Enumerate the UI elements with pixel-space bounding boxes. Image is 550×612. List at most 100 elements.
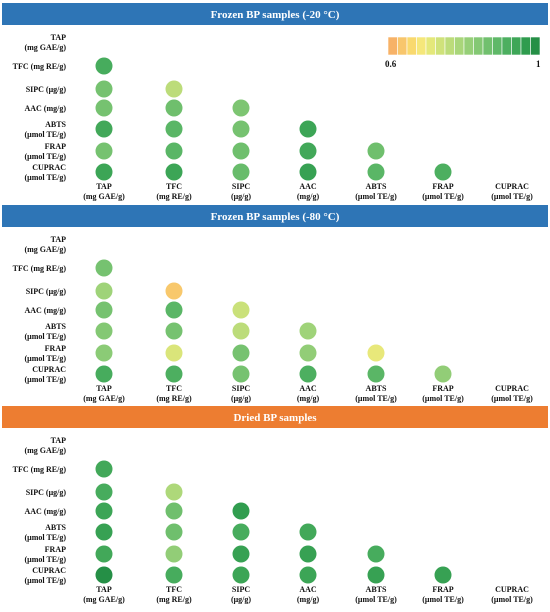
column-label: ABTS (μmol TE/g): [355, 585, 397, 604]
correlation-cell: [434, 566, 452, 584]
color-scale-max-label: 1: [536, 59, 541, 69]
row-label: CUPRAC (μmol TE/g): [25, 566, 67, 585]
correlation-cell: [232, 142, 250, 160]
column-label: SIPC (μg/g): [231, 182, 251, 201]
column-label-line: TAP: [96, 585, 112, 594]
correlation-cell: [95, 163, 113, 181]
column-label-line: (μg/g): [231, 394, 251, 403]
correlation-cell: [165, 344, 183, 362]
column-label: FRAP (μmol TE/g): [422, 384, 464, 403]
correlation-cell: [165, 365, 183, 383]
column-label: ABTS (μmol TE/g): [355, 182, 397, 201]
row-label-line: (μmol TE/g): [25, 533, 67, 542]
row-label: TFC (mg RE/g): [13, 62, 67, 71]
row-label: ABTS (μmol TE/g): [25, 322, 67, 341]
column-label-line: TAP: [96, 182, 112, 191]
column-label-line: TFC: [166, 182, 182, 191]
row-label: AAC (mg/g): [24, 104, 66, 113]
column-label-line: SIPC: [232, 384, 250, 393]
color-scale-swatch: [425, 36, 436, 56]
correlation-cell: [165, 566, 183, 584]
correlation-cell: [95, 322, 113, 340]
correlation-cell: [165, 142, 183, 160]
column-label-line: SIPC: [232, 182, 250, 191]
row-label: TFC (mg RE/g): [13, 465, 67, 474]
correlation-cell: [165, 80, 183, 98]
column-label-line: (μmol TE/g): [422, 394, 464, 403]
correlation-cell: [232, 344, 250, 362]
column-label-line: TFC: [166, 585, 182, 594]
row-label-line: (mg GAE/g): [24, 446, 66, 455]
correlation-cell: [95, 142, 113, 160]
correlation-cell: [367, 142, 385, 160]
correlation-cell: [95, 566, 113, 584]
color-scale-min-label: 0.6: [385, 59, 397, 69]
color-scale-legend: 0.6 1: [385, 36, 541, 69]
correlation-cell: [165, 322, 183, 340]
correlation-cell: [367, 566, 385, 584]
correlation-cell: [367, 344, 385, 362]
correlation-cell: [95, 523, 113, 541]
row-label: SIPC (μg/g): [26, 488, 67, 497]
column-label-line: (μmol TE/g): [422, 192, 464, 201]
correlation-cell: [434, 163, 452, 181]
row-label-line: (mg GAE/g): [24, 43, 66, 52]
row-label: SIPC (μg/g): [26, 85, 67, 94]
row-label-line: (μmol TE/g): [25, 130, 67, 139]
correlation-cell: [165, 99, 183, 117]
row-label: CUPRAC (μmol TE/g): [25, 365, 67, 384]
correlation-cell: [232, 523, 250, 541]
panel-title: Frozen BP samples (-80 °C): [211, 211, 340, 223]
column-label-line: (mg/g): [297, 394, 320, 403]
row-label-line: ABTS: [45, 120, 66, 129]
row-label-line: TAP: [51, 436, 67, 445]
panel-1: Frozen BP samples (-20 °C)TAP (mg GAE/g)T…: [2, 3, 548, 201]
row-label-line: TAP: [51, 33, 67, 42]
correlation-cell: [299, 365, 317, 383]
column-label-line: (μmol TE/g): [491, 595, 533, 604]
column-label: FRAP (μmol TE/g): [422, 182, 464, 201]
column-label: SIPC (μg/g): [231, 585, 251, 604]
correlation-cell: [165, 523, 183, 541]
correlation-cell: [232, 566, 250, 584]
column-label-line: (mg RE/g): [156, 394, 192, 403]
correlation-cell: [165, 120, 183, 138]
correlation-cell: [232, 163, 250, 181]
row-label-line: CUPRAC: [32, 566, 66, 575]
correlation-cell: [299, 545, 317, 563]
row-label: FRAP (μmol TE/g): [25, 344, 67, 363]
column-label-line: (μg/g): [231, 192, 251, 201]
color-scale-swatch: [492, 36, 503, 56]
row-label-line: (μmol TE/g): [25, 555, 67, 564]
correlation-cell: [165, 483, 183, 501]
column-label-line: AAC: [299, 585, 317, 594]
column-label-line: (μmol TE/g): [491, 192, 533, 201]
row-label: FRAP (μmol TE/g): [25, 142, 67, 161]
column-label: FRAP (μmol TE/g): [422, 585, 464, 604]
column-label-line: (μmol TE/g): [355, 595, 397, 604]
row-label-line: FRAP: [45, 545, 66, 554]
row-label-line: (μmol TE/g): [25, 354, 67, 363]
panel-banner: [2, 3, 548, 25]
correlation-cell: [165, 282, 183, 300]
column-label-line: FRAP: [432, 384, 453, 393]
color-scale-swatch: [444, 36, 455, 56]
correlation-cell: [299, 322, 317, 340]
column-label-line: FRAP: [432, 585, 453, 594]
column-label-line: FRAP: [432, 182, 453, 191]
column-label-line: (μmol TE/g): [355, 394, 397, 403]
correlation-cell: [165, 545, 183, 563]
color-scale-swatch: [406, 36, 417, 56]
panel-title: Dried BP samples: [233, 412, 317, 424]
correlation-cell: [232, 545, 250, 563]
column-label: AAC (mg/g): [297, 384, 320, 403]
correlation-cell: [165, 163, 183, 181]
column-label: TFC (mg RE/g): [156, 182, 192, 201]
correlation-cell: [299, 120, 317, 138]
color-scale-swatch: [387, 36, 398, 56]
panel-banner: [2, 205, 548, 227]
column-label: TAP (mg GAE/g): [83, 182, 125, 201]
correlation-cell: [95, 344, 113, 362]
row-label-line: (μmol TE/g): [25, 332, 67, 341]
